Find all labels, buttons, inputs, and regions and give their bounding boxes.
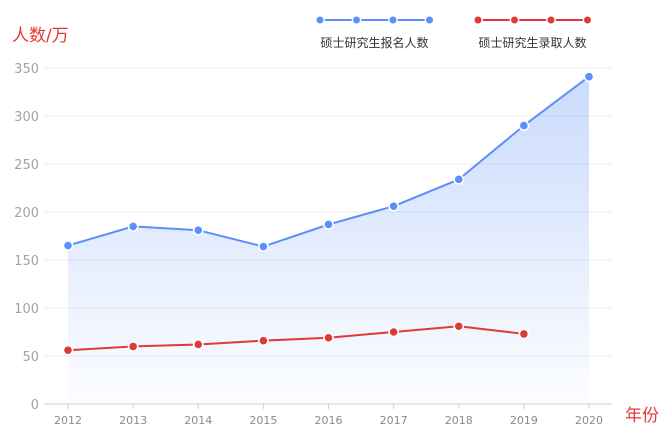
data-point[interactable] [62,240,74,251]
y-axis-title: 人数/万 [12,26,69,46]
data-point[interactable] [323,332,334,344]
legend-label: 硕士研究生录取人数 [478,35,586,50]
series-area-0 [68,76,589,404]
data-point[interactable] [453,320,465,332]
x-tick-label: 2017 [380,414,408,427]
legend-item-1[interactable]: 硕士研究生录取人数 [473,15,593,50]
data-point[interactable] [257,335,269,347]
legend-dot-marker [509,15,520,25]
legend[interactable]: 硕士研究生报名人数 硕士研究生录取人数 [315,15,593,50]
legend-dot-marker [473,15,483,25]
legend-label: 硕士研究生报名人数 [320,35,428,50]
legend-dot-marker [315,15,325,25]
axes: 0 50 100 150 200 250 300 350 2012 2013 2014 2015 201… [14,62,612,427]
x-tick-label: 2018 [445,414,473,427]
legend-dot-marker [546,15,556,25]
data-point[interactable] [453,173,465,185]
y-tick-label: 50 [22,350,39,365]
x-tick-label: 2013 [119,414,147,427]
legend-dot-marker [388,15,398,25]
data-point[interactable] [583,71,595,83]
y-tick-label: 150 [14,254,39,269]
x-tick-label: 2016 [315,414,343,427]
data-point[interactable] [388,326,400,338]
y-tick-label: 350 [14,62,39,77]
area-layer [68,76,589,404]
data-point[interactable] [257,241,269,252]
series-points [62,71,595,356]
data-point[interactable] [62,344,74,356]
x-tick-label: 2019 [510,414,538,427]
y-tick-label: 0 [31,398,39,413]
x-tick-label: 2012 [54,414,82,427]
data-point[interactable] [518,120,530,131]
x-tick-label: 2020 [575,414,603,427]
x-axis-title: 年份 [625,406,659,426]
y-tick-label: 250 [14,158,39,173]
y-tick-label: 300 [14,110,39,125]
legend-dot-marker [582,15,593,25]
legend-dot-marker [424,15,435,25]
data-point[interactable] [127,220,139,232]
data-point[interactable] [388,200,400,212]
data-point[interactable] [127,340,139,352]
data-point[interactable] [192,224,204,236]
legend-dot-marker [351,15,362,25]
x-tick-label: 2014 [184,414,212,427]
legend-item-0[interactable]: 硕士研究生报名人数 [315,15,435,50]
y-tick-label: 100 [14,302,39,317]
data-point[interactable] [192,339,204,350]
data-point[interactable] [518,328,530,340]
x-tick-label: 2015 [249,414,277,427]
series-line-1 [67,325,525,352]
y-tick-label: 200 [14,206,39,221]
data-point[interactable] [323,219,334,230]
